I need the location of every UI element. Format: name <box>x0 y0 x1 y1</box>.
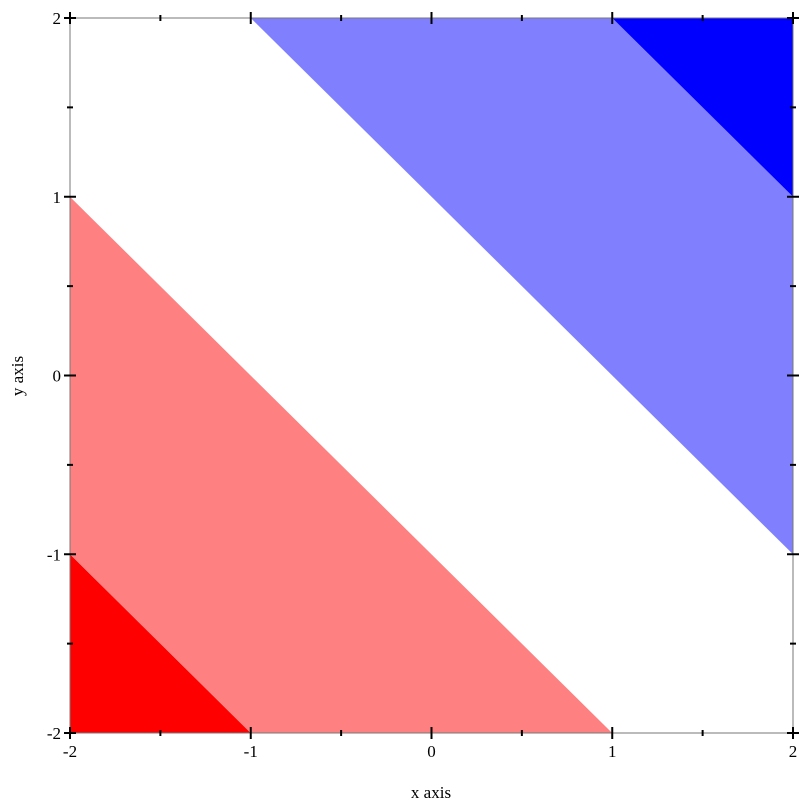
tick-labels: -2 -1 0 1 2 -2 -1 0 1 2 <box>47 9 797 761</box>
y-tick-label: 1 <box>53 188 62 207</box>
x-tick-label: 1 <box>608 742 617 761</box>
contour-band-2 <box>70 18 793 733</box>
x-tick-label: -1 <box>244 742 258 761</box>
x-tick-label: 0 <box>427 742 436 761</box>
y-axis-label: y axis <box>8 356 27 396</box>
x-tick-label: 2 <box>789 742 798 761</box>
y-tick-label: -1 <box>47 545 61 564</box>
y-tick-label: 2 <box>53 9 62 28</box>
contour-bands <box>70 18 793 733</box>
x-axis-label: x axis <box>411 783 451 802</box>
ticks <box>64 12 799 739</box>
x-tick-label: -2 <box>63 742 77 761</box>
y-tick-label: 0 <box>53 367 62 386</box>
contour-band-4 <box>612 18 793 197</box>
y-tick-label: -2 <box>47 724 61 743</box>
contour-band-3 <box>250 18 793 555</box>
